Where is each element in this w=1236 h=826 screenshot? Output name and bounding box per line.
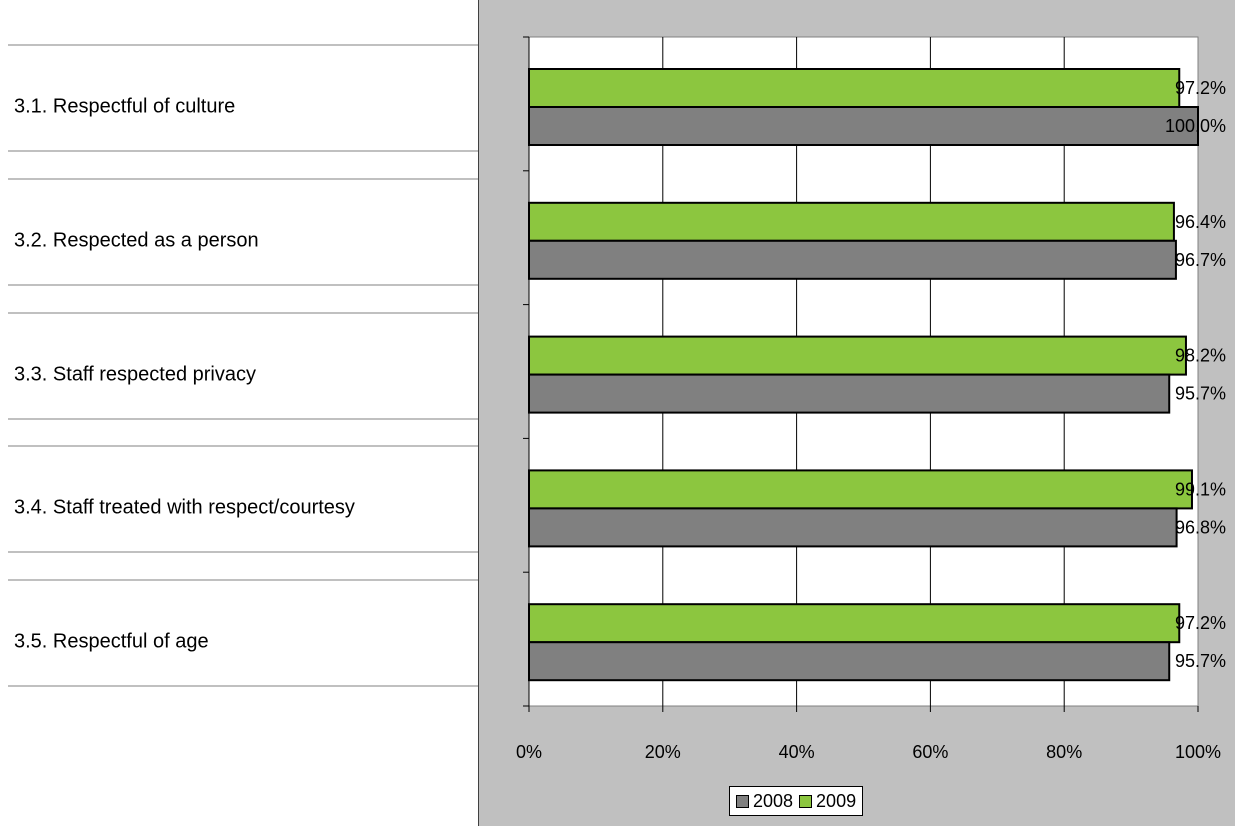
bar-2009	[528, 201, 1175, 242]
x-tick-label: 20%	[645, 742, 681, 762]
data-label-2008: 95.7%	[1175, 651, 1226, 671]
data-label-2008: 95.7%	[1175, 384, 1226, 404]
x-tick-label: 80%	[1046, 742, 1082, 762]
data-label-2009: 97.2%	[1175, 613, 1226, 633]
category-label: 3.4. Staff treated with respect/courtesy	[14, 496, 355, 519]
row-separator	[8, 445, 478, 448]
legend-label: 2008	[753, 790, 794, 811]
x-tick-label: 0%	[516, 742, 542, 762]
data-label-2009: 97.2%	[1175, 78, 1226, 98]
row-separator	[8, 177, 478, 180]
x-tick-label: 40%	[779, 742, 815, 762]
category-label: 3.5. Respectful of age	[14, 630, 209, 653]
row-separator	[8, 311, 478, 314]
bar-2009	[528, 603, 1181, 644]
bar-2008	[528, 239, 1177, 280]
bar-2008	[528, 641, 1171, 682]
legend-item-2008: 2008	[736, 791, 793, 812]
bar-2009	[528, 68, 1181, 108]
category-label: 3.2. Respected as a person	[14, 229, 259, 252]
row-separator	[8, 685, 478, 688]
bar-2008	[528, 507, 1178, 548]
legend-label: 2009	[816, 790, 857, 811]
data-label-2009: 99.1%	[1175, 479, 1226, 499]
category-label: 3.3. Staff respected privacy	[14, 363, 256, 386]
legend-item-2009: 2009	[799, 791, 856, 812]
data-label-2009: 96.4%	[1175, 212, 1226, 232]
row-separator	[8, 283, 478, 286]
category-label: 3.1. Respectful of culture	[14, 95, 236, 118]
legend-swatch	[799, 794, 813, 808]
bar-2009	[528, 469, 1193, 510]
row-separator	[8, 44, 478, 46]
bar-2008	[528, 106, 1199, 146]
row-label-column: 3.1. Respectful of culture 3.2. Respected…	[0, 0, 478, 826]
row-separator	[8, 150, 478, 152]
data-label-2009: 98.2%	[1175, 346, 1226, 366]
x-tick-label: 100%	[1175, 742, 1221, 762]
legend-swatch	[736, 794, 749, 808]
row-separator	[8, 551, 478, 554]
bar-2009	[528, 335, 1187, 376]
bar-chart: 0% 20% 40% 60% 80% 100% 97.2% 100.0% 96.4% 96.7% 9…	[516, 36, 1226, 762]
row-separator	[8, 579, 478, 582]
chart-panel: 0% 20% 40% 60% 80% 100% 97.2% 100.0% 96.4% 96.7% 9…	[478, 0, 1235, 826]
data-label-2008: 100.0%	[1165, 116, 1226, 136]
bar-2008	[528, 373, 1171, 414]
legend: 2008 2009	[729, 786, 864, 816]
x-tick-label: 60%	[912, 742, 948, 762]
data-label-2008: 96.8%	[1175, 517, 1226, 537]
data-label-2008: 96.7%	[1175, 250, 1226, 270]
row-separator	[8, 417, 478, 420]
